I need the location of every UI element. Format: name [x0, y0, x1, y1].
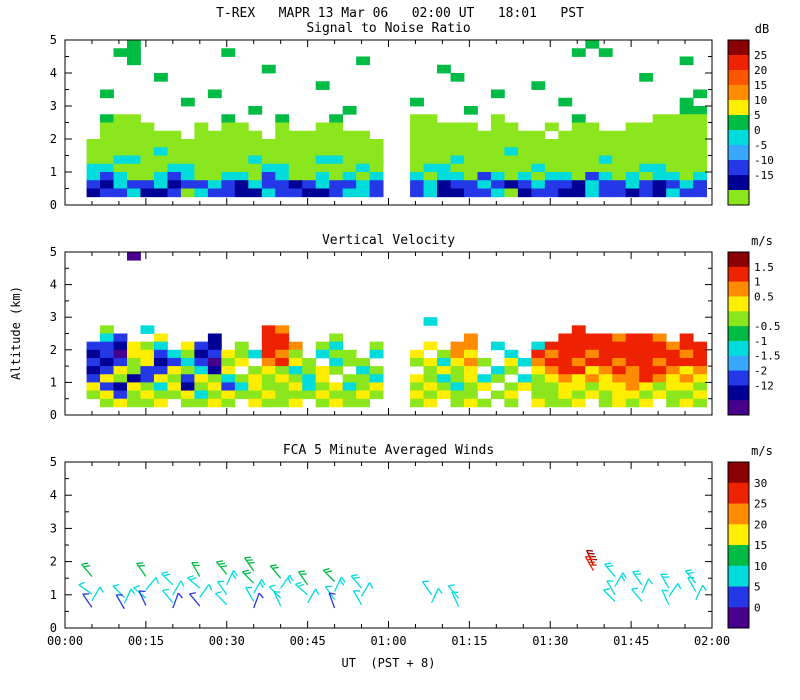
svg-text:20: 20 [754, 518, 767, 531]
svg-text:01:30: 01:30 [532, 634, 568, 648]
svg-text:5: 5 [50, 245, 57, 259]
svg-text:1: 1 [754, 276, 761, 289]
svg-text:5: 5 [754, 109, 761, 122]
panel-winds-title: FCA 5 Minute Averaged Winds [282, 443, 495, 458]
svg-text:00:45: 00:45 [290, 634, 326, 648]
svg-text:4: 4 [50, 488, 57, 502]
svg-text:-15: -15 [754, 169, 774, 182]
svg-text:0: 0 [50, 408, 57, 422]
svg-text:30: 30 [754, 477, 767, 490]
svg-text:20: 20 [754, 64, 767, 77]
svg-text:10: 10 [754, 94, 767, 107]
svg-text:2: 2 [50, 343, 57, 357]
colorbar-velocity-unit: m/s [751, 234, 773, 248]
svg-text:25: 25 [754, 498, 767, 511]
svg-text:-10: -10 [754, 154, 774, 167]
svg-text:01:00: 01:00 [370, 634, 406, 648]
svg-text:0: 0 [754, 124, 761, 137]
svg-text:5: 5 [50, 33, 57, 47]
svg-text:4: 4 [50, 278, 57, 292]
svg-text:1.5: 1.5 [754, 261, 774, 274]
svg-text:3: 3 [50, 99, 57, 113]
svg-text:-0.5: -0.5 [754, 320, 781, 333]
panel-snr-title: Signal to Noise Ratio [306, 21, 471, 36]
time-axis-label: UT (PST + 8) [341, 656, 436, 670]
altitude-axis-label: Altitude (km) [9, 286, 23, 380]
svg-text:5: 5 [754, 581, 761, 594]
figure-title: T-REX MAPR 13 Mar 06 02:00 UT 18:01 PST [216, 6, 584, 21]
svg-text:01:15: 01:15 [451, 634, 487, 648]
svg-text:-5: -5 [754, 139, 767, 152]
svg-text:00:00: 00:00 [47, 634, 83, 648]
svg-text:01:45: 01:45 [613, 634, 649, 648]
svg-text:25: 25 [754, 49, 767, 62]
svg-text:5: 5 [50, 455, 57, 469]
svg-text:1: 1 [50, 375, 57, 389]
svg-text:02:00: 02:00 [694, 634, 730, 648]
svg-text:1: 1 [50, 588, 57, 602]
svg-text:0: 0 [754, 601, 761, 614]
svg-text:0: 0 [50, 621, 57, 635]
svg-text:-12: -12 [754, 379, 774, 392]
svg-text:10: 10 [754, 560, 767, 573]
svg-text:00:30: 00:30 [209, 634, 245, 648]
svg-text:3: 3 [50, 521, 57, 535]
svg-text:15: 15 [754, 79, 767, 92]
svg-text:-1: -1 [754, 335, 767, 348]
svg-text:4: 4 [50, 66, 57, 80]
colorbar-snr-unit: dB [754, 22, 770, 36]
svg-text:3: 3 [50, 310, 57, 324]
svg-text:-2: -2 [754, 365, 767, 378]
colorbar-winds-unit: m/s [751, 444, 773, 458]
svg-text:0.5: 0.5 [754, 290, 774, 303]
panel-velocity-title: Vertical Velocity [321, 233, 456, 248]
svg-text:0: 0 [50, 198, 57, 212]
svg-text:-1.5: -1.5 [754, 350, 781, 363]
svg-text:00:15: 00:15 [128, 634, 164, 648]
svg-text:15: 15 [754, 539, 767, 552]
svg-text:1: 1 [50, 165, 57, 179]
svg-text:2: 2 [50, 132, 57, 146]
svg-text:2: 2 [50, 555, 57, 569]
